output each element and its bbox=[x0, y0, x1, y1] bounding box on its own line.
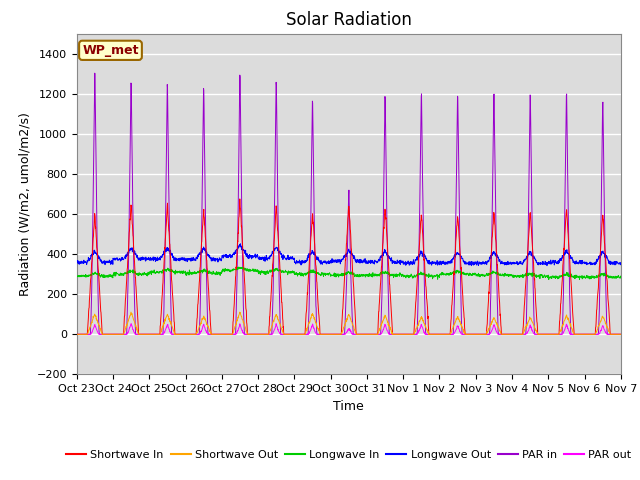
Y-axis label: Radiation (W/m2, umol/m2/s): Radiation (W/m2, umol/m2/s) bbox=[18, 112, 31, 296]
Text: WP_met: WP_met bbox=[82, 44, 139, 57]
Legend: Shortwave In, Shortwave Out, Longwave In, Longwave Out, PAR in, PAR out: Shortwave In, Shortwave Out, Longwave In… bbox=[61, 445, 636, 464]
X-axis label: Time: Time bbox=[333, 400, 364, 413]
Title: Solar Radiation: Solar Radiation bbox=[286, 11, 412, 29]
